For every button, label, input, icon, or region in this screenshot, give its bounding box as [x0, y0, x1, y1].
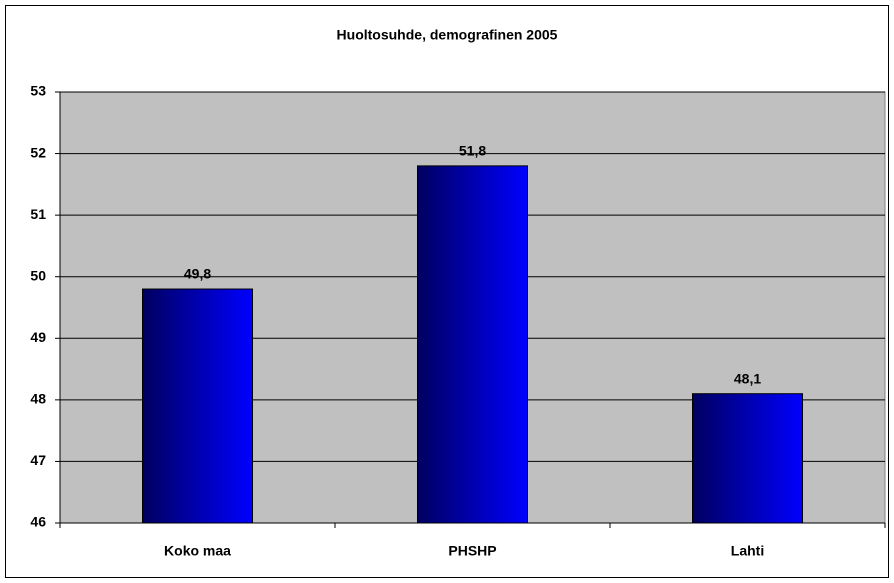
value-label: 49,8 [184, 266, 211, 282]
x-tick-label: Lahti [731, 543, 764, 559]
value-label: 48,1 [734, 370, 761, 386]
value-label: 51,8 [459, 143, 486, 159]
bar [692, 393, 803, 524]
y-tick-label: 49 [30, 329, 46, 345]
y-tick-label: 48 [30, 391, 46, 407]
y-tick-label: 51 [30, 206, 46, 222]
bar [417, 165, 528, 524]
x-tick-label: PHSHP [448, 543, 496, 559]
y-tick-label: 50 [30, 267, 46, 283]
y-tick-label: 46 [30, 514, 46, 530]
bar [142, 288, 253, 524]
x-tick-label: Koko maa [164, 543, 231, 559]
y-tick-label: 52 [30, 144, 46, 160]
y-tick-label: 47 [30, 452, 46, 468]
y-tick-label: 53 [30, 83, 46, 99]
chart-title: Huoltosuhde, demografinen 2005 [337, 27, 558, 43]
